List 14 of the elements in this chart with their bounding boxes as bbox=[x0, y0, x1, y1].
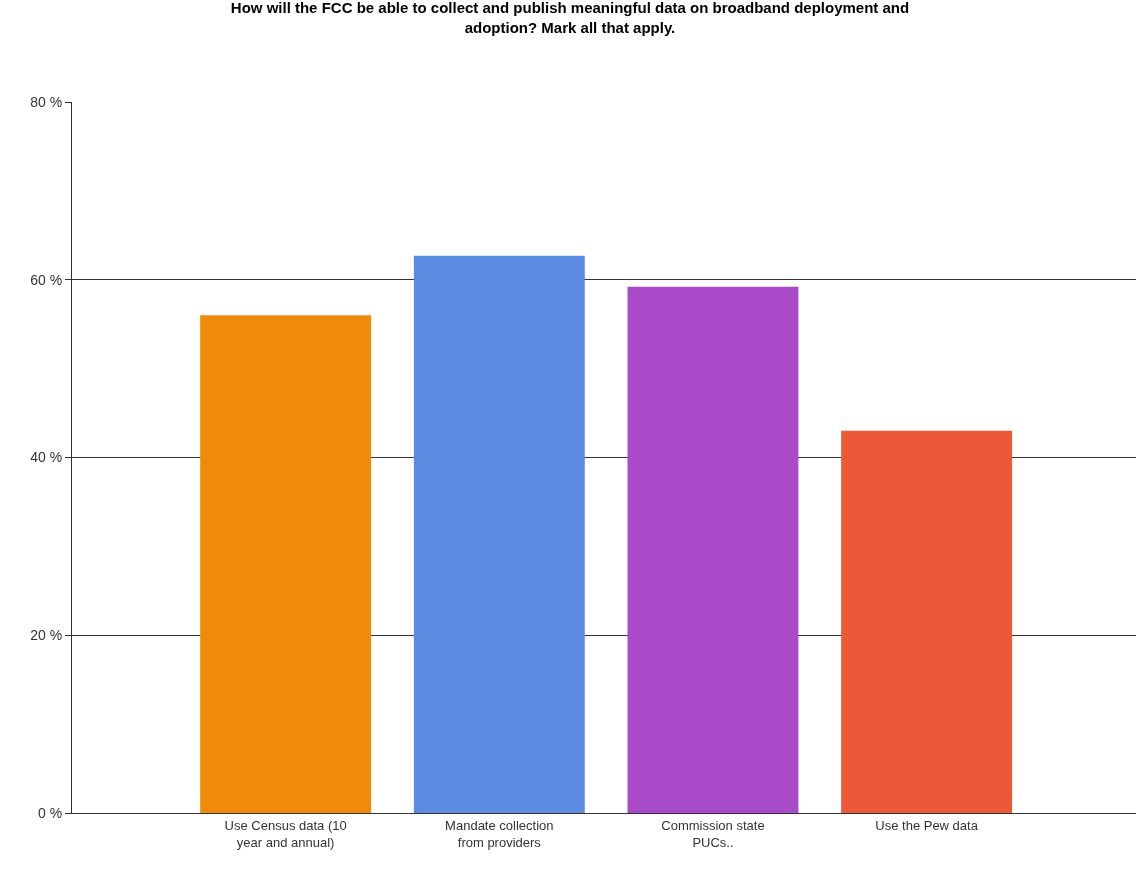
y-tick-label: 0 % bbox=[38, 804, 63, 821]
y-tick-label: 40 % bbox=[30, 449, 63, 466]
x-tick-label: Use the Pew data bbox=[875, 817, 979, 833]
bar bbox=[627, 286, 799, 813]
y-tick-label: 80 % bbox=[30, 93, 63, 110]
y-tick-label: 20 % bbox=[30, 627, 63, 644]
x-tick-label: Use Census data (10 year and annual) bbox=[224, 817, 347, 850]
bar bbox=[841, 430, 1013, 813]
chart-title: How will the FCC be able to collect and publish meaningful data on broadband deployment and adoption? Mark all that apply. bbox=[230, 0, 910, 36]
bar bbox=[200, 315, 372, 813]
y-tick-label: 60 % bbox=[30, 271, 63, 288]
x-tick-label: Mandate collection from providers bbox=[445, 817, 554, 850]
x-tick-label: Commission state PUCs.. bbox=[661, 817, 765, 850]
bar bbox=[413, 255, 585, 813]
